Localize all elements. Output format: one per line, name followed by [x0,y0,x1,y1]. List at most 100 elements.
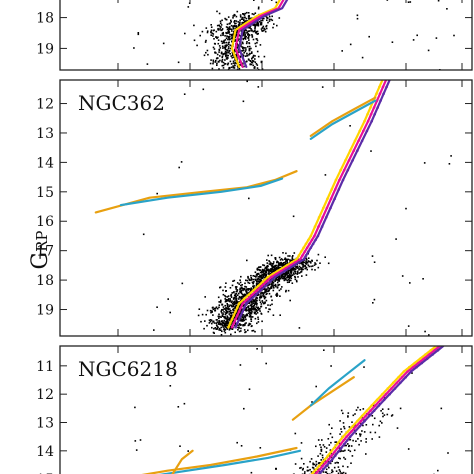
star-point [268,292,271,295]
star-point [273,287,275,289]
star-point [263,55,266,58]
star-point [289,255,291,257]
star-point [344,449,346,452]
star-point [231,284,234,287]
star-point [227,300,230,302]
star-point [249,300,252,303]
star-point [277,266,280,268]
star-point [261,272,263,274]
star-point [248,14,250,17]
star-point [238,61,241,63]
star-point [268,270,270,273]
series-marker [232,321,236,325]
star-point [227,304,229,306]
star-point [243,305,245,307]
star-point [217,326,219,329]
star-point [235,34,238,37]
star-point [249,60,252,62]
star-point [283,264,286,267]
star-point [351,455,354,457]
star-point [184,32,186,35]
star-point [235,299,237,301]
star-point [248,59,250,61]
star-point [269,278,272,281]
star-point [228,31,231,33]
star-point [232,62,235,64]
star-point [252,299,254,301]
star-point [225,26,228,28]
star-point [262,294,264,296]
star-point [265,269,268,272]
star-point [320,459,322,461]
star-point [227,57,229,59]
star-point [254,61,257,63]
star-point [245,322,247,324]
star-point [276,281,279,284]
star-point [211,310,213,312]
star-point [304,267,306,270]
series-marker [256,284,260,288]
series-marker [336,446,340,450]
star-point [265,307,267,309]
series-line-6 [171,449,194,474]
field-star [187,6,190,8]
star-point [241,313,244,316]
star-point [258,280,260,282]
star-point [228,41,230,44]
star-point [279,295,281,297]
star-point [314,471,317,473]
series-marker [237,302,241,305]
star-point [240,290,242,292]
field-star [401,275,404,277]
star-point [205,39,207,42]
star-point [255,303,257,305]
series-marker [425,357,429,361]
y-tick-label: 11 [36,359,54,375]
field-star [368,35,370,38]
y-tick-label: 19 [36,41,54,57]
star-point [286,281,289,284]
star-point [324,460,326,463]
star-point [246,41,248,43]
star-point [278,275,281,277]
series-marker [372,409,376,413]
star-point [216,37,218,39]
star-point [307,260,310,262]
star-point [231,320,234,322]
star-point [268,283,270,286]
star-point [235,293,238,295]
star-point [289,276,292,278]
star-point [209,320,212,323]
star-point [340,409,343,412]
series-marker [311,471,315,474]
star-point [222,34,224,36]
star-point [217,36,219,39]
star-point [223,321,225,323]
star-point [285,279,287,281]
star-point [221,60,223,62]
star-point [216,321,219,323]
star-point [197,314,200,317]
star-point [216,328,219,330]
star-point [252,56,255,58]
star-point [209,62,212,65]
star-point [295,265,298,268]
y-tick-label: 12 [36,387,54,403]
star-point [291,259,293,262]
field-star [249,312,252,315]
series-marker [347,159,351,162]
star-point [298,265,301,268]
star-point [255,299,258,301]
star-point [233,307,235,310]
series-marker [386,387,390,390]
star-point [218,48,220,51]
star-point [357,406,359,409]
star-point [264,289,266,291]
star-point [232,33,234,36]
field-star [248,197,250,200]
star-point [285,260,287,262]
star-point [294,276,297,279]
field-star [323,349,325,351]
star-point [217,315,220,318]
